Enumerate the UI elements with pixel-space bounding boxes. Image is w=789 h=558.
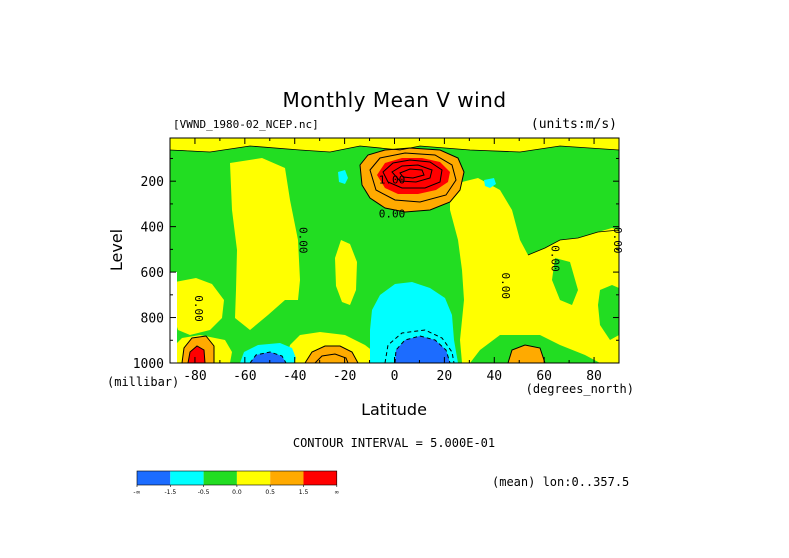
- contour-value-label: 0.00: [297, 227, 310, 254]
- contour-fill-layer: [170, 138, 619, 363]
- contour-line-orange-bottom-left: [181, 335, 215, 363]
- contour-line-blue-center: [394, 335, 451, 363]
- contour-region-orange-bottom-right: [508, 345, 545, 363]
- chart-title: Monthly Mean V wind: [282, 88, 507, 112]
- y-tick-label: 800: [141, 312, 164, 327]
- contour-labels: 1.00 0.00 0.00 0.00 0.00 0.00 0.00: [192, 173, 624, 321]
- x-tick-label: 40: [486, 369, 502, 384]
- contour-region-blue-center: [395, 336, 450, 363]
- colorbar-tick-label: 0.5: [265, 489, 275, 496]
- contour-region-cyan-small-right: [484, 178, 496, 188]
- contour-line-jet-inner-3: [399, 168, 425, 179]
- y-tick-label: 200: [141, 175, 164, 190]
- y-tick-label: 400: [141, 221, 164, 236]
- dataset-label: [VWND_1980-02_NCEP.nc]: [173, 118, 319, 131]
- x-tick-label: -20: [333, 369, 356, 384]
- contour-value-label: 0.00: [379, 208, 406, 221]
- contour-region-green-right-edge: [598, 285, 619, 340]
- contour-region-yellow-left-column: [230, 158, 300, 330]
- colorbar-cell: [170, 471, 204, 485]
- contour-value-label: 0.00: [611, 227, 624, 254]
- contour-region-yellow-right-wide: [450, 178, 619, 363]
- contour-line-orange-bottom-center: [304, 345, 359, 363]
- colorbar-cell: [303, 471, 337, 485]
- contour-region-green-right-patch: [552, 258, 578, 305]
- contour-line-cyan-center-inner: [384, 329, 455, 363]
- contour-value-label: 0.00: [499, 272, 512, 299]
- y-axis-ticks: 200 400 600 800 1000: [133, 157, 619, 372]
- y-axis-units: (millibar): [107, 375, 179, 389]
- contour-line-orange-bottom-right: [507, 344, 546, 363]
- contour-line-zero-right: [527, 229, 619, 256]
- contour-region-yellow-mid-blob: [335, 240, 357, 305]
- y-tick-label: 600: [141, 266, 164, 281]
- contour-line-zero-top: [170, 145, 619, 153]
- x-tick-label: 20: [437, 369, 453, 384]
- mean-longitude-note: (mean) lon:0..357.5: [492, 475, 629, 489]
- contour-interval-text: CONTOUR INTERVAL = 5.000E-01: [293, 436, 495, 450]
- colorbar-tick-label: -∞: [133, 489, 140, 496]
- contour-value-label: 0.00: [192, 295, 205, 322]
- colorbar-cell: [270, 471, 304, 485]
- colorbar-tick-label: 1.5: [299, 489, 309, 496]
- colorbar-tick-label: -1.5: [164, 489, 176, 496]
- colorbar-cell: [137, 471, 171, 485]
- contour-line-jet-inner-2: [391, 164, 433, 183]
- x-tick-label: 80: [586, 369, 602, 384]
- colorbar: -∞ -1.5 -0.5 0.0 0.5 1.5 ∞: [133, 470, 339, 496]
- units-label: (units:m/s): [530, 117, 617, 132]
- contour-region-cyan-small-upper: [338, 170, 348, 184]
- contour-line-cyan-left: [249, 351, 287, 363]
- contour-value-label: 0.00: [549, 245, 562, 272]
- x-axis-ticks: -80 -60 -40 -20 0 20 40 60 80: [169, 138, 620, 384]
- contour-line-layer: [170, 145, 619, 363]
- x-tick-label: -40: [283, 369, 306, 384]
- contour-line-jet-inner-1: [382, 159, 443, 189]
- colorbar-tick-label: ∞: [334, 489, 339, 496]
- contour-line-red-bottom-left: [187, 345, 206, 363]
- x-tick-label: -60: [233, 369, 256, 384]
- colorbar-tick-label: -0.5: [198, 489, 210, 496]
- contour-value-label: 1.00: [379, 173, 406, 186]
- y-tick-label: 1000: [133, 357, 164, 372]
- contour-line-orange-bottom-center-inner: [314, 353, 349, 363]
- x-tick-label: 0: [391, 369, 399, 384]
- x-tick-label: 60: [536, 369, 552, 384]
- x-axis-title: Latitude: [361, 400, 427, 419]
- y-axis-title: Level: [107, 229, 126, 271]
- colorbar-cell: [236, 471, 271, 485]
- colorbar-tick-label: 0.0: [232, 489, 242, 496]
- contour-region-yellow-lower-left: [172, 278, 224, 335]
- colorbar-cell: [203, 471, 237, 485]
- x-tick-label: -80: [183, 369, 206, 384]
- x-axis-units: (degrees_north): [526, 382, 634, 396]
- contour-line-jet-mid: [369, 152, 457, 203]
